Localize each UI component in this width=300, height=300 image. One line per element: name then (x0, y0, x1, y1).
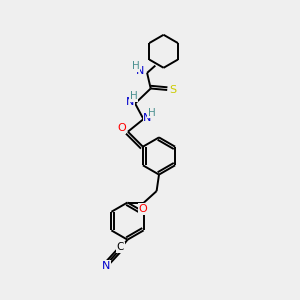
Text: N: N (143, 112, 152, 123)
Text: O: O (138, 204, 147, 214)
Text: C: C (117, 242, 124, 253)
Text: N: N (102, 261, 110, 271)
Text: N: N (136, 65, 145, 76)
Text: S: S (169, 85, 176, 95)
Text: N: N (125, 97, 134, 107)
Text: H: H (148, 107, 156, 118)
Text: H: H (132, 61, 140, 71)
Text: O: O (117, 123, 126, 133)
Text: H: H (130, 91, 137, 101)
